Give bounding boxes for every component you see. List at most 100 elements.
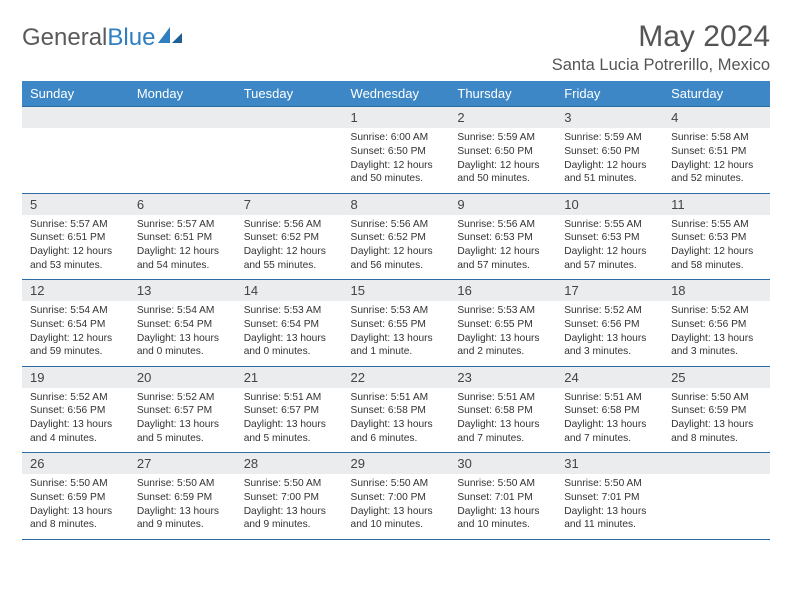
day-number-cell: 19: [22, 366, 129, 388]
day-details: Sunrise: 5:57 AMSunset: 6:51 PMDaylight:…: [137, 218, 228, 273]
day-content-cell: Sunrise: 5:55 AMSunset: 6:53 PMDaylight:…: [556, 215, 663, 280]
day-content-cell: Sunrise: 5:51 AMSunset: 6:58 PMDaylight:…: [343, 388, 450, 453]
day-details: Sunrise: 5:53 AMSunset: 6:54 PMDaylight:…: [244, 304, 335, 359]
day-number-cell: 10: [556, 193, 663, 215]
brand-part1: General: [22, 24, 107, 52]
day-content-row: Sunrise: 5:50 AMSunset: 6:59 PMDaylight:…: [22, 474, 770, 539]
day-number-cell: [22, 107, 129, 129]
day-number-cell: 23: [449, 366, 556, 388]
day-details: Sunrise: 5:55 AMSunset: 6:53 PMDaylight:…: [671, 218, 762, 273]
weekday-header: Tuesday: [236, 81, 343, 107]
header: GeneralBlue May 2024 Santa Lucia Potreri…: [22, 18, 770, 75]
day-number-row: 262728293031: [22, 453, 770, 475]
day-content-cell: Sunrise: 5:54 AMSunset: 6:54 PMDaylight:…: [22, 301, 129, 366]
weekday-header: Friday: [556, 81, 663, 107]
day-details: Sunrise: 5:50 AMSunset: 6:59 PMDaylight:…: [671, 391, 762, 446]
day-number-row: 19202122232425: [22, 366, 770, 388]
day-details: Sunrise: 5:59 AMSunset: 6:50 PMDaylight:…: [564, 131, 655, 186]
day-number-cell: 18: [663, 280, 770, 302]
weekday-header-row: SundayMondayTuesdayWednesdayThursdayFrid…: [22, 81, 770, 107]
day-number-cell: 16: [449, 280, 556, 302]
day-number-row: 12131415161718: [22, 280, 770, 302]
day-details: Sunrise: 5:51 AMSunset: 6:58 PMDaylight:…: [351, 391, 442, 446]
day-content-cell: [663, 474, 770, 539]
day-content-cell: [236, 128, 343, 193]
day-details: Sunrise: 5:52 AMSunset: 6:56 PMDaylight:…: [564, 304, 655, 359]
day-details: Sunrise: 5:52 AMSunset: 6:56 PMDaylight:…: [671, 304, 762, 359]
day-number-cell: 22: [343, 366, 450, 388]
day-details: Sunrise: 5:57 AMSunset: 6:51 PMDaylight:…: [30, 218, 121, 273]
day-details: Sunrise: 5:56 AMSunset: 6:53 PMDaylight:…: [457, 218, 548, 273]
day-details: Sunrise: 5:58 AMSunset: 6:51 PMDaylight:…: [671, 131, 762, 186]
day-content-cell: Sunrise: 5:56 AMSunset: 6:53 PMDaylight:…: [449, 215, 556, 280]
day-details: Sunrise: 5:59 AMSunset: 6:50 PMDaylight:…: [457, 131, 548, 186]
day-content-cell: Sunrise: 5:51 AMSunset: 6:58 PMDaylight:…: [556, 388, 663, 453]
weekday-header: Saturday: [663, 81, 770, 107]
day-content-cell: Sunrise: 5:59 AMSunset: 6:50 PMDaylight:…: [556, 128, 663, 193]
day-content-cell: Sunrise: 5:57 AMSunset: 6:51 PMDaylight:…: [129, 215, 236, 280]
day-content-cell: Sunrise: 5:58 AMSunset: 6:51 PMDaylight:…: [663, 128, 770, 193]
day-content-cell: Sunrise: 5:53 AMSunset: 6:55 PMDaylight:…: [449, 301, 556, 366]
day-details: Sunrise: 5:54 AMSunset: 6:54 PMDaylight:…: [30, 304, 121, 359]
day-details: Sunrise: 5:54 AMSunset: 6:54 PMDaylight:…: [137, 304, 228, 359]
title-month: May 2024: [552, 20, 770, 54]
day-content-cell: Sunrise: 5:50 AMSunset: 7:01 PMDaylight:…: [556, 474, 663, 539]
day-content-cell: Sunrise: 5:54 AMSunset: 6:54 PMDaylight:…: [129, 301, 236, 366]
day-details: Sunrise: 5:51 AMSunset: 6:58 PMDaylight:…: [564, 391, 655, 446]
day-content-cell: Sunrise: 5:50 AMSunset: 6:59 PMDaylight:…: [129, 474, 236, 539]
brand-logo: GeneralBlue: [22, 24, 185, 52]
weekday-header: Thursday: [449, 81, 556, 107]
day-content-cell: Sunrise: 5:52 AMSunset: 6:56 PMDaylight:…: [22, 388, 129, 453]
day-number-cell: 25: [663, 366, 770, 388]
day-details: Sunrise: 5:53 AMSunset: 6:55 PMDaylight:…: [351, 304, 442, 359]
day-details: Sunrise: 5:52 AMSunset: 6:56 PMDaylight:…: [30, 391, 121, 446]
day-content-cell: Sunrise: 6:00 AMSunset: 6:50 PMDaylight:…: [343, 128, 450, 193]
day-content-cell: Sunrise: 5:50 AMSunset: 7:00 PMDaylight:…: [343, 474, 450, 539]
day-details: Sunrise: 5:56 AMSunset: 6:52 PMDaylight:…: [244, 218, 335, 273]
day-details: Sunrise: 5:51 AMSunset: 6:57 PMDaylight:…: [244, 391, 335, 446]
calendar-body: 1 23 4 Sunrise: 6:00 AMSunset: 6:50 PMDayli…: [22, 107, 770, 540]
day-number-cell: 8: [343, 193, 450, 215]
day-number-cell: [663, 453, 770, 475]
day-number-cell: 4: [663, 107, 770, 129]
calendar-table: SundayMondayTuesdayWednesdayThursdayFrid…: [22, 81, 770, 540]
brand-part2: Blue: [107, 24, 155, 52]
day-content-cell: Sunrise: 5:50 AMSunset: 6:59 PMDaylight:…: [663, 388, 770, 453]
day-number-row: 567891011: [22, 193, 770, 215]
day-number-cell: 28: [236, 453, 343, 475]
day-number-cell: 11: [663, 193, 770, 215]
day-content-cell: Sunrise: 5:50 AMSunset: 7:00 PMDaylight:…: [236, 474, 343, 539]
day-content-cell: Sunrise: 5:53 AMSunset: 6:54 PMDaylight:…: [236, 301, 343, 366]
day-number-cell: 12: [22, 280, 129, 302]
day-details: Sunrise: 5:50 AMSunset: 7:01 PMDaylight:…: [564, 477, 655, 532]
day-details: Sunrise: 5:50 AMSunset: 7:00 PMDaylight:…: [351, 477, 442, 532]
day-content-cell: Sunrise: 5:59 AMSunset: 6:50 PMDaylight:…: [449, 128, 556, 193]
day-number-cell: [129, 107, 236, 129]
day-number-cell: 14: [236, 280, 343, 302]
day-content-cell: Sunrise: 5:56 AMSunset: 6:52 PMDaylight:…: [343, 215, 450, 280]
day-content-cell: Sunrise: 5:51 AMSunset: 6:57 PMDaylight:…: [236, 388, 343, 453]
day-content-row: Sunrise: 5:52 AMSunset: 6:56 PMDaylight:…: [22, 388, 770, 453]
day-number-cell: 20: [129, 366, 236, 388]
day-number-cell: 1: [343, 107, 450, 129]
day-number-cell: 26: [22, 453, 129, 475]
title-block: May 2024 Santa Lucia Potrerillo, Mexico: [552, 20, 770, 75]
day-number-cell: 27: [129, 453, 236, 475]
day-number-cell: [236, 107, 343, 129]
title-location: Santa Lucia Potrerillo, Mexico: [552, 56, 770, 75]
day-number-cell: 17: [556, 280, 663, 302]
day-content-cell: Sunrise: 5:51 AMSunset: 6:58 PMDaylight:…: [449, 388, 556, 453]
weekday-header: Monday: [129, 81, 236, 107]
weekday-header: Sunday: [22, 81, 129, 107]
day-number-cell: 21: [236, 366, 343, 388]
day-details: Sunrise: 5:50 AMSunset: 6:59 PMDaylight:…: [137, 477, 228, 532]
sail-icon: [157, 24, 185, 52]
day-content-row: Sunrise: 5:54 AMSunset: 6:54 PMDaylight:…: [22, 301, 770, 366]
day-content-cell: Sunrise: 5:55 AMSunset: 6:53 PMDaylight:…: [663, 215, 770, 280]
day-content-cell: [22, 128, 129, 193]
day-content-cell: Sunrise: 5:52 AMSunset: 6:57 PMDaylight:…: [129, 388, 236, 453]
day-number-cell: 31: [556, 453, 663, 475]
day-number-cell: 6: [129, 193, 236, 215]
day-details: Sunrise: 5:53 AMSunset: 6:55 PMDaylight:…: [457, 304, 548, 359]
day-number-cell: 2: [449, 107, 556, 129]
